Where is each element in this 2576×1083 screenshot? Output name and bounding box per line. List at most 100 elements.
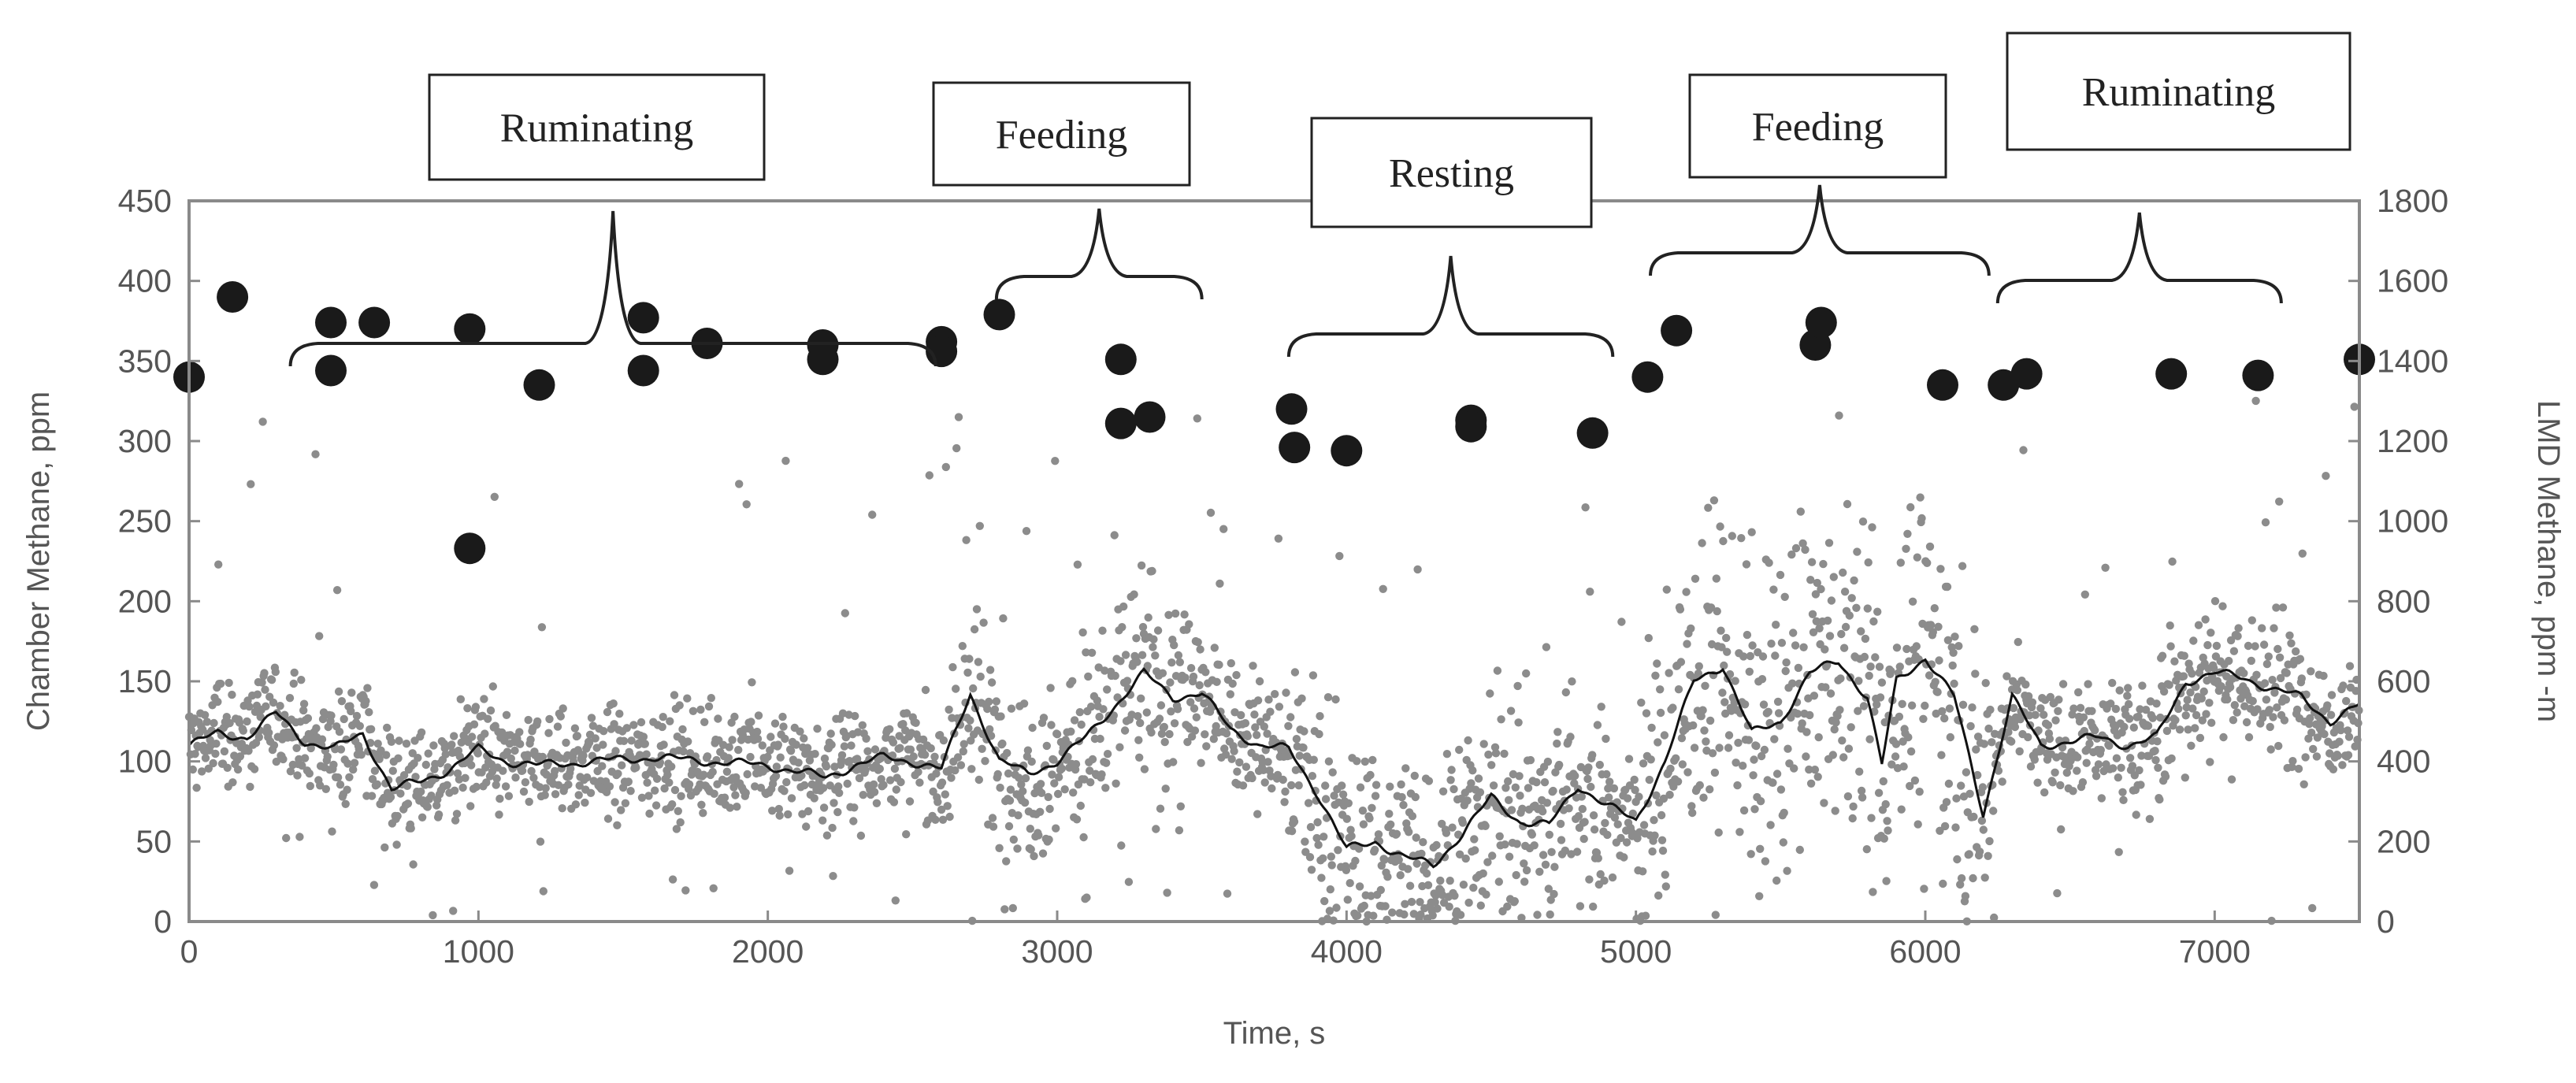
lmd-point xyxy=(403,781,412,790)
lmd-point xyxy=(1965,789,1974,798)
lmd-point xyxy=(2351,742,2359,751)
lmd-point xyxy=(1308,772,1317,781)
lmd-point xyxy=(1761,857,1770,866)
lmd-point xyxy=(937,805,946,814)
lmd-point xyxy=(986,732,996,740)
lmd-point xyxy=(2073,766,2081,775)
lmd-point xyxy=(1156,804,1165,813)
lmd-point xyxy=(1839,643,1849,652)
lmd-point xyxy=(1264,695,1273,704)
lmd-point xyxy=(1860,652,1869,662)
lmd-point xyxy=(1951,823,1960,832)
lmd-point xyxy=(2206,758,2214,766)
lmd-point xyxy=(786,747,796,755)
lmd-point xyxy=(2278,603,2288,612)
lmd-point xyxy=(1985,836,1994,846)
lmd-point xyxy=(1290,818,1299,826)
lmd-point xyxy=(1068,677,1077,685)
lmd-point xyxy=(1683,640,1691,648)
lmd-point xyxy=(250,765,259,773)
lmd-point xyxy=(490,492,499,501)
lmd-point xyxy=(1902,544,1910,553)
lmd-point xyxy=(728,736,737,744)
lmd-point xyxy=(615,710,624,718)
lmd-point xyxy=(1084,672,1093,681)
lmd-point xyxy=(1054,773,1063,781)
lmd-point xyxy=(1167,707,1175,716)
lmd-point xyxy=(1608,873,1617,882)
lmd-point xyxy=(1426,858,1435,866)
lmd-point xyxy=(209,758,217,768)
lmd-point xyxy=(679,747,688,756)
lmd-point xyxy=(820,754,830,763)
lmd-point xyxy=(700,718,709,726)
lmd-point xyxy=(2212,641,2222,651)
lmd-point xyxy=(1969,812,1978,822)
lmd-point xyxy=(879,781,888,789)
lmd-point xyxy=(2229,647,2239,655)
lmd-point xyxy=(1075,708,1085,717)
lmd-point xyxy=(269,741,279,750)
lmd-point xyxy=(870,788,879,796)
lmd-point xyxy=(516,740,525,748)
lmd-point xyxy=(521,778,530,787)
lmd-point xyxy=(858,721,867,729)
lmd-point xyxy=(792,740,800,749)
lmd-point xyxy=(1884,826,1892,835)
lmd-point xyxy=(1857,786,1866,796)
lmd-point xyxy=(803,744,812,752)
lmd-point xyxy=(450,786,459,795)
lmd-point xyxy=(1798,719,1806,728)
lmd-point xyxy=(1917,514,1926,523)
lmd-point xyxy=(1315,729,1323,739)
lmd-point xyxy=(373,740,382,748)
y-right-tick-label: 1400 xyxy=(2377,343,2448,379)
behavior-brace xyxy=(288,210,937,367)
lmd-point xyxy=(1301,837,1309,846)
lmd-point xyxy=(624,777,633,786)
lmd-point xyxy=(700,770,708,779)
lmd-point xyxy=(1170,640,1179,650)
lmd-point xyxy=(2272,603,2281,612)
lmd-point xyxy=(1099,705,1108,714)
lmd-point xyxy=(1190,704,1199,713)
lmd-point xyxy=(2210,597,2220,606)
lmd-point xyxy=(1469,883,1478,892)
lmd-point xyxy=(1583,774,1592,784)
lmd-point xyxy=(1479,869,1487,878)
lmd-point xyxy=(1424,777,1434,785)
lmd-point xyxy=(581,798,589,807)
lmd-point xyxy=(780,787,789,796)
lmd-point xyxy=(1724,731,1734,740)
lmd-point xyxy=(1906,747,1916,756)
lmd-point xyxy=(1459,881,1468,889)
lmd-point xyxy=(423,803,432,811)
lmd-point xyxy=(1274,534,1283,543)
lmd-point xyxy=(347,688,356,697)
lmd-point xyxy=(1282,688,1290,697)
lmd-point xyxy=(417,728,426,737)
lmd-point xyxy=(2014,637,2022,647)
lmd-point xyxy=(779,722,788,731)
lmd-point xyxy=(380,843,389,852)
y-right-tick-label: 400 xyxy=(2377,744,2430,780)
lmd-point xyxy=(2051,716,2060,725)
lmd-point xyxy=(1401,899,1409,909)
lmd-point xyxy=(659,740,668,749)
lmd-point xyxy=(1004,769,1013,778)
lmd-point xyxy=(958,642,967,651)
lmd-point xyxy=(770,719,780,728)
lmd-point xyxy=(188,765,197,774)
lmd-point xyxy=(992,697,1001,706)
lmd-point xyxy=(2154,763,2162,772)
lmd-point xyxy=(1009,835,1019,844)
lmd-point xyxy=(1313,818,1322,827)
lmd-point xyxy=(480,695,488,703)
lmd-point xyxy=(1944,779,1954,788)
lmd-point xyxy=(1561,688,1571,697)
lmd-point xyxy=(2225,656,2233,666)
lmd-point xyxy=(511,773,520,782)
lmd-point xyxy=(730,712,739,721)
lmd-point xyxy=(192,784,201,792)
lmd-point xyxy=(1431,898,1439,907)
